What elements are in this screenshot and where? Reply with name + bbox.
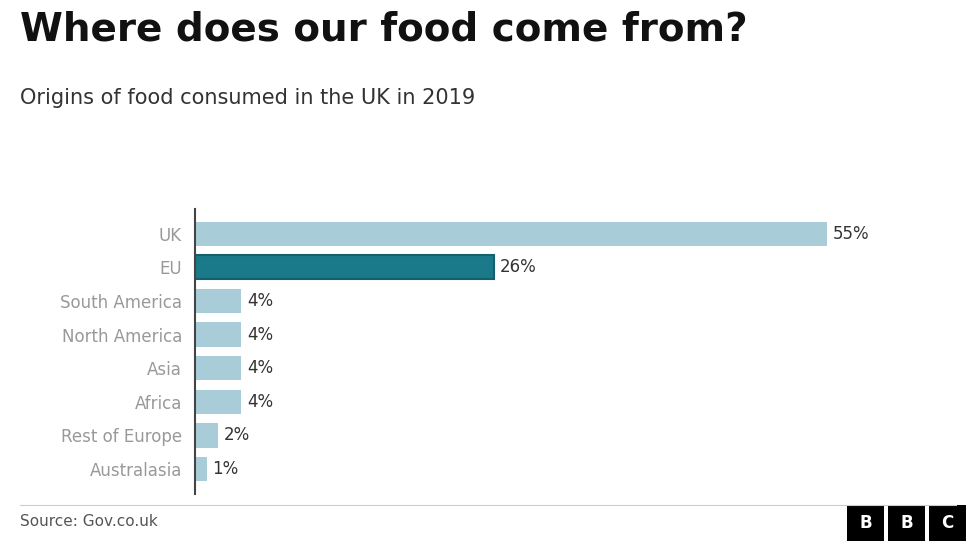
Text: 2%: 2% — [224, 427, 250, 444]
Bar — [195, 390, 241, 414]
Text: 4%: 4% — [247, 359, 273, 377]
Text: 4%: 4% — [247, 393, 273, 411]
Text: Origins of food consumed in the UK in 2019: Origins of food consumed in the UK in 20… — [20, 88, 474, 108]
Bar — [195, 289, 241, 313]
Text: 1%: 1% — [213, 460, 239, 478]
Text: 4%: 4% — [247, 326, 273, 344]
Text: B: B — [860, 514, 872, 532]
Text: 26%: 26% — [500, 259, 537, 276]
Text: 4%: 4% — [247, 292, 273, 310]
Bar — [195, 423, 219, 447]
Text: Where does our food come from?: Where does our food come from? — [20, 11, 748, 49]
Bar — [195, 255, 494, 279]
Bar — [195, 356, 241, 380]
Bar — [195, 322, 241, 346]
Bar — [195, 222, 828, 246]
Text: C: C — [942, 514, 954, 532]
Text: B: B — [901, 514, 913, 532]
Text: Source: Gov.co.uk: Source: Gov.co.uk — [20, 514, 157, 529]
Bar — [195, 457, 207, 481]
Text: 55%: 55% — [833, 225, 870, 243]
